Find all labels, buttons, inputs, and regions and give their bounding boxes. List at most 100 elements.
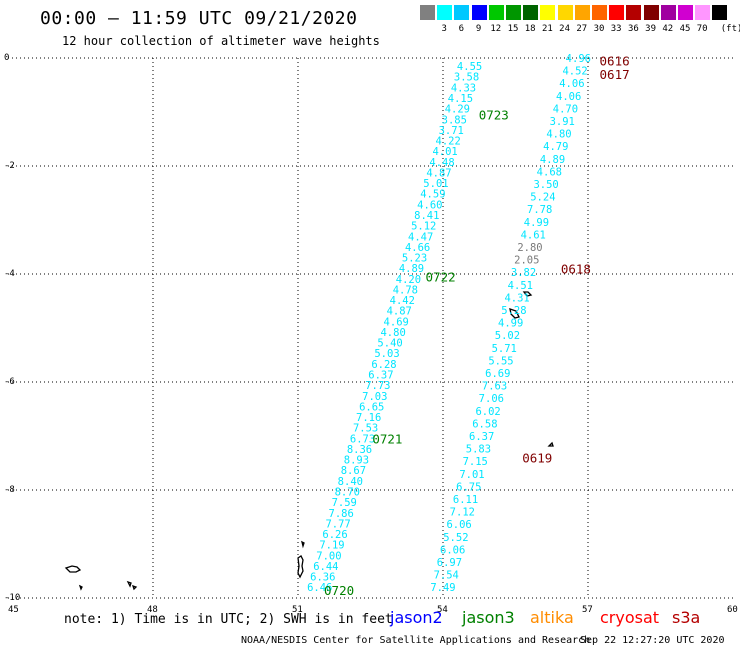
wave-height-value: 4.06 bbox=[559, 78, 584, 90]
pass-time-label: 0619 bbox=[522, 451, 552, 466]
legend-label: 15 bbox=[507, 24, 519, 34]
wave-height-value: 7.12 bbox=[450, 507, 475, 519]
wave-height-value: 6.06 bbox=[440, 544, 465, 556]
map-title: 00:00 – 11:59 UTC 09/21/2020 bbox=[40, 8, 358, 29]
wave-height-value: 5.28 bbox=[501, 305, 526, 317]
wave-height-value: 5.12 bbox=[411, 221, 436, 233]
legend-label: 33 bbox=[610, 24, 622, 34]
legend-label: 39 bbox=[645, 24, 657, 34]
wave-height-value: 4.01 bbox=[432, 146, 457, 158]
wave-height-value: 7.63 bbox=[482, 381, 507, 393]
wave-height-value: 4.42 bbox=[390, 295, 415, 307]
island-shape bbox=[522, 291, 533, 297]
legend-swatch bbox=[557, 5, 573, 20]
wave-height-value: 2.05 bbox=[514, 255, 539, 267]
pass-time-label: 0720 bbox=[324, 583, 354, 598]
island-shape bbox=[509, 308, 520, 319]
pass-time-label: 0618 bbox=[561, 262, 591, 277]
wave-height-value: 7.73 bbox=[365, 380, 390, 392]
legend-swatch bbox=[712, 5, 728, 20]
legend-label: 6 bbox=[458, 24, 465, 34]
wave-height-value: 4.29 bbox=[445, 104, 470, 116]
wave-height-value: 6.02 bbox=[475, 406, 500, 418]
x-tick-label: 57 bbox=[582, 605, 593, 615]
wave-height-value: 8.93 bbox=[344, 455, 369, 467]
legend-swatch bbox=[540, 5, 556, 20]
wave-height-value: 6.69 bbox=[485, 368, 510, 380]
wave-height-value: 5.55 bbox=[488, 355, 513, 367]
wave-height-value: 6.28 bbox=[371, 359, 396, 371]
legend-swatch bbox=[471, 5, 487, 20]
legend-label: 42 bbox=[662, 24, 674, 34]
wave-height-value: 8.67 bbox=[341, 465, 366, 477]
x-tick-label: 54 bbox=[437, 605, 448, 615]
wave-height-value: 6.58 bbox=[472, 418, 497, 430]
legend-swatch bbox=[506, 5, 521, 20]
island-shape bbox=[78, 584, 83, 591]
satellite-name-jason3: jason3 bbox=[462, 608, 515, 627]
island-shape bbox=[64, 565, 82, 573]
wave-height-value: 4.22 bbox=[436, 136, 461, 148]
pass-time-label: 0721 bbox=[372, 432, 402, 447]
wave-height-value: 5.52 bbox=[443, 532, 468, 544]
wave-height-value: 4.89 bbox=[399, 263, 424, 275]
y-tick-label: -6 bbox=[4, 377, 15, 387]
x-tick-label: 60 bbox=[727, 605, 738, 615]
y-tick-label: -2 bbox=[4, 161, 15, 171]
wave-height-value: 7.53 bbox=[353, 423, 378, 435]
legend-swatch bbox=[574, 5, 590, 20]
y-tick-label: 0 bbox=[4, 53, 9, 63]
wave-height-value: 4.66 bbox=[405, 242, 430, 254]
legend-swatch bbox=[592, 5, 607, 20]
y-tick-label: -8 bbox=[4, 485, 15, 495]
wave-height-value: 3.85 bbox=[442, 114, 467, 126]
wave-height-value: 5.01 bbox=[423, 178, 448, 190]
wave-height-value: 7.78 bbox=[527, 204, 552, 216]
legend-label: 24 bbox=[559, 24, 571, 34]
wave-height-value: 6.46 bbox=[307, 582, 332, 594]
wave-height-value: 5.03 bbox=[374, 348, 399, 360]
wave-height-value: 8.41 bbox=[414, 210, 439, 222]
legend-swatch bbox=[695, 5, 711, 20]
wave-height-value: 8.40 bbox=[338, 476, 363, 488]
wave-height-value: 4.51 bbox=[508, 280, 533, 292]
island-shape bbox=[297, 555, 304, 579]
legend-label: 12 bbox=[490, 24, 502, 34]
wave-height-value: 7.03 bbox=[362, 391, 387, 403]
wave-height-value: 5.71 bbox=[492, 343, 517, 355]
wave-height-value: 4.89 bbox=[540, 154, 565, 166]
x-tick-label: 45 bbox=[8, 605, 19, 615]
wave-height-value: 4.68 bbox=[537, 166, 562, 178]
pass-time-label: 0616 bbox=[600, 54, 630, 69]
wave-height-value: 4.80 bbox=[380, 327, 405, 339]
wave-height-value: 7.59 bbox=[332, 497, 357, 509]
wave-height-value: 4.78 bbox=[393, 284, 418, 296]
legend-label: 9 bbox=[475, 24, 482, 34]
legend-swatch bbox=[643, 5, 659, 20]
legend-label: 70 bbox=[696, 24, 708, 34]
legend-swatch bbox=[609, 5, 625, 20]
wave-height-value: 5.02 bbox=[495, 330, 520, 342]
wave-height-value: 7.19 bbox=[319, 540, 344, 552]
wave-height-value: 7.15 bbox=[463, 456, 488, 468]
island-shape bbox=[126, 580, 132, 588]
wave-height-value: 4.99 bbox=[524, 217, 549, 229]
wave-height-value: 2.80 bbox=[517, 242, 542, 254]
wave-height-value: 6.75 bbox=[456, 481, 481, 493]
wave-height-value: 8.70 bbox=[335, 486, 360, 498]
wave-height-value: 6.36 bbox=[310, 572, 335, 584]
island-shape bbox=[301, 540, 305, 549]
legend-label: 36 bbox=[627, 24, 639, 34]
wave-height-value: 6.37 bbox=[368, 370, 393, 382]
wave-height-value: 3.58 bbox=[454, 72, 479, 84]
wave-height-value: 3.71 bbox=[439, 125, 464, 137]
wave-height-value: 4.47 bbox=[408, 231, 433, 243]
wave-height-value: 8.36 bbox=[347, 444, 372, 456]
wave-height-value: 4.79 bbox=[543, 141, 568, 153]
x-tick-label: 48 bbox=[147, 605, 158, 615]
satellite-name-jason2: jason2 bbox=[390, 608, 443, 627]
wave-height-value: 4.59 bbox=[420, 189, 445, 201]
legend-swatch bbox=[454, 5, 470, 20]
credit-line: NOAA/NESDIS Center for Satellite Applica… bbox=[241, 635, 591, 646]
wave-height-value: 4.55 bbox=[457, 61, 482, 73]
